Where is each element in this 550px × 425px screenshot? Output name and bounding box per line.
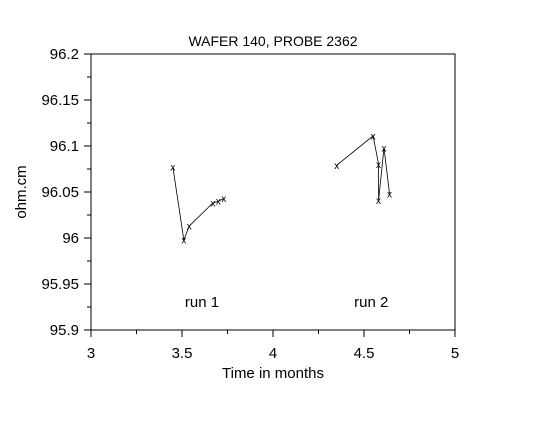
y-tick-label: 96 — [62, 230, 79, 247]
annotation-run-2: run 2 — [354, 294, 388, 311]
y-tick-label: 95.9 — [50, 322, 79, 339]
data-point: x — [187, 222, 192, 233]
data-point: x — [376, 196, 381, 207]
x-tick-label: 3 — [87, 345, 95, 362]
y-tick-label: 96.05 — [41, 184, 79, 201]
data-point: x — [210, 199, 215, 210]
data-point: x — [170, 163, 175, 174]
series-lines — [172, 135, 390, 242]
plot-frame — [90, 53, 456, 331]
x-tick-label: 5 — [451, 345, 459, 362]
x-tick-label: 3.5 — [172, 345, 193, 362]
run-annotations: run 1 run 2 — [185, 294, 388, 311]
axis-ticks — [84, 53, 456, 337]
data-point: x — [371, 131, 376, 142]
data-point: x — [334, 161, 339, 172]
data-point: x — [376, 160, 381, 171]
series-line-2 — [336, 135, 390, 201]
data-point: x — [221, 194, 226, 205]
data-point: x — [181, 235, 186, 246]
data-point: x — [387, 189, 392, 200]
axis-tick-labels: 3 3.5 4 4.5 5 95.9 95.95 96 96.05 96.1 96.15 96.2 — [41, 46, 459, 362]
y-tick-label: 96.1 — [50, 138, 79, 155]
data-point: x — [382, 143, 387, 154]
chart-title: WAFER 140, PROBE 2362 — [188, 33, 357, 49]
annotation-run-1: run 1 — [185, 294, 219, 311]
x-tick-label: 4.5 — [354, 345, 375, 362]
x-tick-label: 4 — [269, 345, 277, 362]
y-tick-label: 96.15 — [41, 92, 79, 109]
y-tick-label: 96.2 — [50, 46, 79, 63]
y-tick-label: 95.95 — [41, 276, 79, 293]
data-point: x — [216, 197, 221, 208]
series-line-1 — [172, 167, 225, 242]
y-axis-title: ohm.cm — [13, 165, 30, 218]
x-axis-title: Time in months — [222, 365, 324, 382]
